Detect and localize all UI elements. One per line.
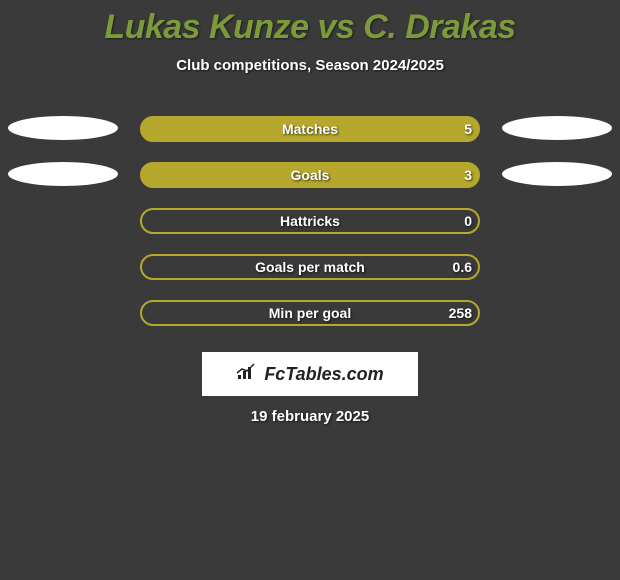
stat-label: Min per goal: [269, 300, 351, 326]
stat-row: Goals 3: [0, 162, 620, 190]
stats-container: Matches 5 Goals 3 Hattricks 0 Goals per match 0…: [0, 116, 620, 328]
stat-value: 258: [449, 300, 472, 326]
stat-label: Goals per match: [255, 254, 365, 280]
footer-logo[interactable]: FcTables.com: [202, 352, 418, 396]
stat-label: Goals: [291, 162, 330, 188]
player1-name: Lukas Kunze: [104, 8, 308, 46]
stat-value: 3: [464, 162, 472, 188]
footer-date: 19 february 2025: [251, 408, 369, 425]
subtitle: Club competitions, Season 2024/2025: [0, 57, 620, 74]
player2-name: C. Drakas: [363, 8, 515, 46]
comparison-title: Lukas Kunze vs C. Drakas: [0, 0, 620, 47]
stat-value: 0.6: [453, 254, 472, 280]
chart-icon: [236, 363, 258, 386]
stat-row: Goals per match 0.6: [0, 254, 620, 282]
stat-label: Matches: [282, 116, 338, 142]
stat-row: Matches 5: [0, 116, 620, 144]
stat-value: 5: [464, 116, 472, 142]
stat-label: Hattricks: [280, 208, 340, 234]
stat-row: Min per goal 258: [0, 300, 620, 328]
stat-row: Hattricks 0: [0, 208, 620, 236]
stat-value: 0: [464, 208, 472, 234]
vs-label: vs: [318, 8, 355, 46]
logo-text: FcTables.com: [264, 364, 383, 385]
